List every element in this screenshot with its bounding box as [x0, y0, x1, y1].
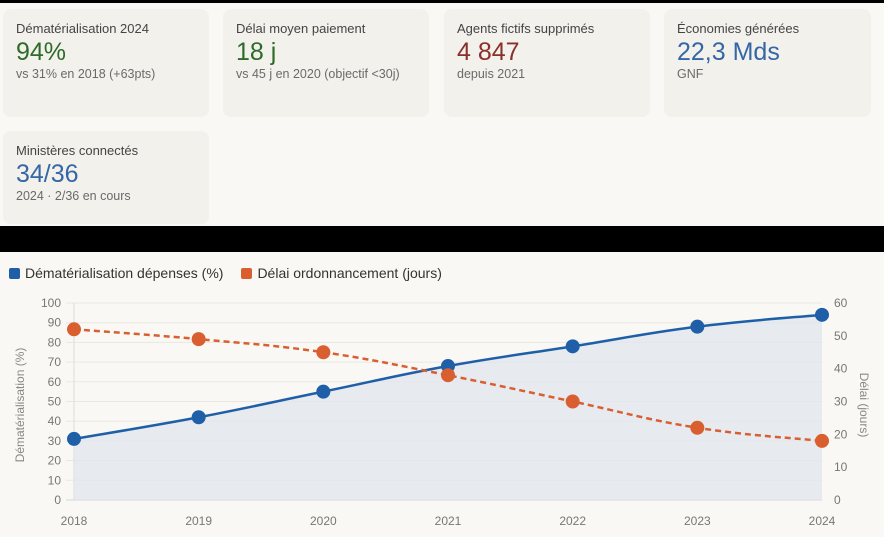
legend-swatch-blue: [9, 267, 20, 279]
y-tick-label-right: 20: [834, 427, 848, 441]
x-tick-label: 2023: [684, 514, 711, 528]
y-tick-label-left: 70: [48, 355, 62, 369]
kpi-sub: vs 31% en 2018 (+63pts): [16, 67, 156, 81]
middle-black-band: [0, 226, 884, 252]
y-tick-label-left: 80: [48, 335, 62, 349]
legend-swatch-orange: [241, 267, 253, 279]
kpi-label: Agents fictifs supprimés: [457, 21, 595, 36]
data-point-series-1: [67, 322, 81, 337]
kpi-sub: depuis 2021: [457, 67, 526, 81]
x-tick-label: 2018: [61, 514, 88, 528]
series-area-fill: [74, 314, 822, 500]
y-tick-label-right: 60: [834, 296, 848, 310]
x-tick-label: 2022: [559, 514, 586, 528]
data-point-series-1: [690, 420, 705, 435]
kpi-value: 22,3 Mds: [677, 38, 780, 66]
kpi-card-economies: Économies générées 22,3 Mds GNF: [664, 9, 871, 117]
y-tick-label-left: 100: [41, 296, 61, 310]
kpi-sub: vs 45 j en 2020 (objectif <30j): [236, 67, 400, 81]
legend-label: Délai ordonnancement (jours): [257, 265, 442, 281]
kpi-card-dematerialisation: Dématérialisation 2024 94% vs 31% en 201…: [3, 9, 209, 117]
chart-legend: Dématérialisation dépenses (%) Délai ord…: [9, 265, 442, 281]
x-tick-label: 2019: [185, 514, 212, 528]
y-axis-label-right: Délai (jours): [857, 373, 871, 438]
legend-item-dematerialisation[interactable]: Dématérialisation dépenses (%): [9, 265, 223, 281]
data-point-series-1: [316, 345, 331, 360]
y-tick-label-right: 30: [834, 395, 848, 409]
y-tick-label-left: 0: [54, 493, 61, 507]
line-chart: 0 10 20 30 40 50 60 70 80 90 100 0 10 20 30 40 50 60 2018 2…: [13, 296, 871, 528]
data-point-series-0: [690, 319, 705, 334]
data-point-series-0: [815, 307, 829, 322]
top-black-band: [0, 0, 884, 3]
legend-item-delai[interactable]: Délai ordonnancement (jours): [241, 265, 442, 281]
x-tick-label: 2024: [809, 514, 836, 528]
kpi-card-delai: Délai moyen paiement 18 j vs 45 j en 202…: [223, 9, 429, 117]
y-tick-label-left: 20: [48, 454, 62, 468]
data-point-series-0: [67, 431, 81, 446]
kpi-value: 34/36: [16, 160, 79, 188]
y-tick-label-left: 50: [48, 395, 62, 409]
kpi-value: 94%: [16, 38, 67, 66]
kpi-sub: GNF: [677, 67, 704, 81]
y-tick-label-right: 0: [834, 493, 841, 507]
data-point-series-1: [565, 394, 580, 409]
y-tick-label-left: 90: [48, 316, 62, 330]
legend-label: Dématérialisation dépenses (%): [25, 265, 224, 281]
y-axis-label-left: Dématérialisation (%): [13, 348, 27, 463]
data-point-series-0: [565, 339, 580, 354]
kpi-label: Délai moyen paiement: [236, 21, 366, 36]
kpi-value: 18 j: [236, 38, 277, 66]
kpi-label: Ministères connectés: [16, 143, 139, 158]
y-tick-label-right: 10: [834, 460, 848, 474]
data-point-series-1: [815, 433, 829, 448]
data-point-series-0: [191, 410, 206, 425]
y-tick-label-right: 40: [834, 362, 848, 376]
kpi-card-ministeres: Ministères connectés 34/36 2024 · 2/36 e…: [3, 131, 209, 224]
kpi-value: 4 847: [457, 38, 520, 66]
kpi-label: Dématérialisation 2024: [16, 21, 149, 36]
x-tick-label: 2020: [310, 514, 337, 528]
x-tick-label: 2021: [435, 514, 462, 528]
y-tick-label-left: 10: [48, 473, 62, 487]
kpi-sub: 2024 · 2/36 en cours: [16, 189, 131, 203]
y-tick-label-right: 50: [834, 329, 848, 343]
y-tick-label-left: 60: [48, 375, 62, 389]
kpi-card-agents-fictifs: Agents fictifs supprimés 4 847 depuis 20…: [444, 9, 650, 117]
data-point-series-1: [441, 368, 455, 383]
kpi-label: Économies générées: [677, 21, 800, 36]
y-tick-label-left: 30: [48, 434, 62, 448]
y-tick-label-left: 40: [48, 414, 62, 428]
data-point-series-0: [316, 384, 331, 399]
data-point-series-1: [191, 332, 206, 347]
